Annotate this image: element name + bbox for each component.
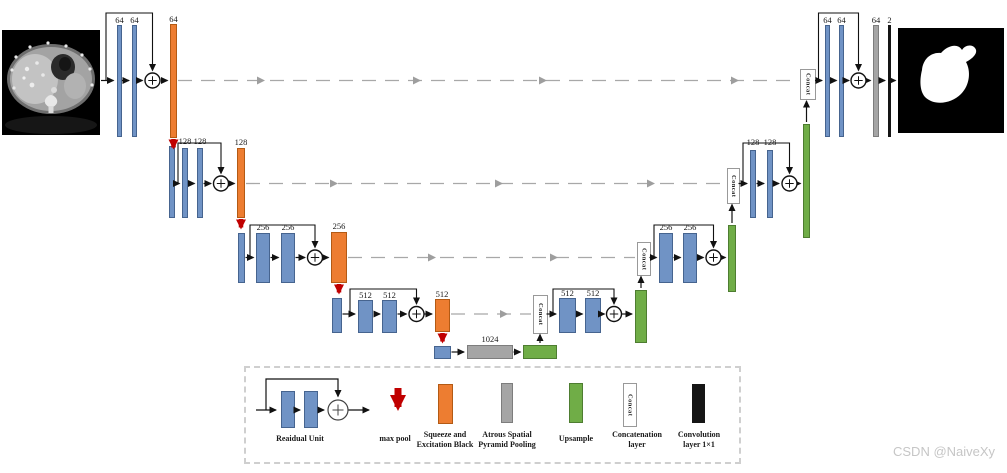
enc-l3-conv2-bar: [281, 233, 295, 283]
dec-l3-concat-box: Concat: [637, 242, 651, 276]
enc-l2-input-bar: [169, 146, 175, 218]
enc-l4-conv1-channels: 512: [359, 290, 372, 300]
bottleneck-aspp-bar: [467, 345, 513, 359]
ct-slice-graphic: [2, 30, 100, 135]
legend-conv-bar: [692, 384, 705, 423]
watermark-text: CSDN @NaiveXy: [893, 444, 996, 459]
residual-skip-arcs: [105, 12, 862, 314]
dec-l2-conv1-bar: [750, 150, 756, 218]
enc-l3-conv1-channels: 256: [256, 222, 270, 232]
maxpool-arrows: [168, 139, 448, 344]
enc-l4-se-channels: 512: [435, 289, 449, 299]
enc-l2-conv1-bar: [182, 148, 188, 218]
bottleneck-aspp-channels: 1024: [481, 334, 499, 344]
add-icon: [781, 175, 798, 192]
dec-l1-outconv-channels: 64: [871, 15, 881, 25]
enc-l3-conv2-channels: 256: [281, 222, 295, 232]
legend-box: [244, 366, 741, 464]
dec-l3-upsample-bar: [728, 225, 736, 292]
enc-l1-conv1-bar: [117, 25, 122, 137]
enc-l2-se-bar: [237, 148, 245, 218]
dec-l1-conv2-bar: [839, 25, 844, 137]
liver-mask-graphic: [898, 28, 1004, 133]
enc-l2-conv1-channels: 128: [178, 136, 192, 146]
enc-l3-input-bar: [238, 233, 245, 283]
dec-l2-upsample-bar: [803, 124, 810, 238]
legend-concat-label-line1: Concatenation: [612, 430, 662, 439]
dec-l2-concat-box: Concat: [727, 168, 740, 204]
dec-l4-concat-box: Concat: [533, 295, 548, 334]
enc-l4-se-bar: [435, 299, 450, 332]
enc-l1-conv2-bar: [132, 25, 137, 137]
dec-l3-conv2-channels: 256: [683, 222, 697, 232]
bottleneck-input-bar: [434, 346, 451, 359]
enc-l1-conv2-channels: 64: [130, 15, 139, 25]
input-ct-image: [2, 30, 100, 135]
add-circles: [144, 72, 867, 323]
enc-l1-conv1-channels: 64: [115, 15, 124, 25]
enc-l2-se-channels: 128: [234, 137, 248, 147]
dec-l1-conv1-bar: [825, 25, 830, 137]
legend-se-bar: [438, 384, 453, 424]
add-icon: [144, 72, 161, 89]
dec-l1-outconv-bar: [873, 25, 879, 137]
dec-l4-conv2-channels: 512: [586, 288, 600, 298]
enc-l3-conv1-bar: [256, 233, 270, 283]
legend-aspp-label-line2: Pyramid Pooling: [478, 440, 536, 449]
enc-l3-se-bar: [331, 232, 347, 283]
add-icon: [408, 305, 425, 323]
add-icon: [850, 72, 867, 89]
dec-l3-conv1-channels: 256: [659, 222, 673, 232]
legend-residual-bar2: [304, 391, 318, 428]
dec-l2-conv2-bar: [767, 150, 773, 218]
enc-l1-se-channels: 64: [169, 14, 178, 24]
add-icon: [605, 305, 623, 323]
legend-aspp-bar: [501, 383, 513, 423]
legend-upsample-label: Upsample: [558, 434, 594, 443]
enc-l4-conv2-channels: 512: [383, 290, 396, 300]
flow-arrows: [101, 77, 897, 356]
add-icon: [705, 249, 722, 266]
legend-residual-label: Reaidual Unit: [276, 434, 324, 443]
enc-l4-conv1-bar: [358, 300, 373, 333]
add-icon: [306, 249, 324, 266]
enc-l4-conv2-bar: [382, 300, 397, 333]
enc-l2-conv2-bar: [197, 148, 203, 218]
legend-concat-label-line2: layer: [628, 440, 646, 449]
dec-l1-concat-box: Concat: [800, 69, 816, 100]
skip-dashed-arrows: [178, 79, 797, 315]
enc-l2-conv2-channels: 128: [193, 136, 207, 146]
enc-l4-input-bar: [332, 298, 342, 333]
dec-l3-conv1-bar: [659, 233, 673, 283]
legend-maxpool-label: max pool: [379, 434, 411, 443]
dec-l3-conv2-bar: [683, 233, 697, 283]
legend-conv-label-line1: Convolution: [677, 430, 721, 439]
legend-upsample-bar: [569, 383, 583, 423]
dec-l1-final-channels: 2: [887, 15, 892, 25]
dec-l4-conv1-bar: [559, 298, 576, 333]
bottleneck-upsample-bar: [523, 345, 557, 359]
dec-l2-conv1-channels: 128: [746, 137, 760, 147]
legend-aspp-label-line1: Atrous Spatial: [482, 430, 532, 439]
dec-l4-conv2-bar: [585, 298, 601, 333]
enc-l1-se-bar: [170, 24, 177, 138]
dec-l1-conv1-channels: 64: [823, 15, 832, 25]
dec-l4-conv1-channels: 512: [561, 288, 574, 298]
legend-conv-label-line2: layer 1×1: [683, 440, 715, 449]
dec-l1-conv2-channels: 64: [837, 15, 846, 25]
enc-l3-se-channels: 256: [332, 221, 346, 231]
output-mask-image: [898, 28, 1004, 133]
dec-l1-final-conv-bar: [888, 25, 891, 137]
dec-l2-conv2-channels: 128: [763, 137, 777, 147]
dec-l4-upsample-bar: [635, 290, 647, 343]
legend-concat-box: Concat: [623, 383, 637, 427]
legend-se-label-line2: Excitation Black: [416, 440, 474, 449]
add-icon: [212, 175, 230, 192]
legend-se-label-line1: Squeeze and: [423, 430, 467, 439]
legend-residual-bar1: [281, 391, 295, 428]
